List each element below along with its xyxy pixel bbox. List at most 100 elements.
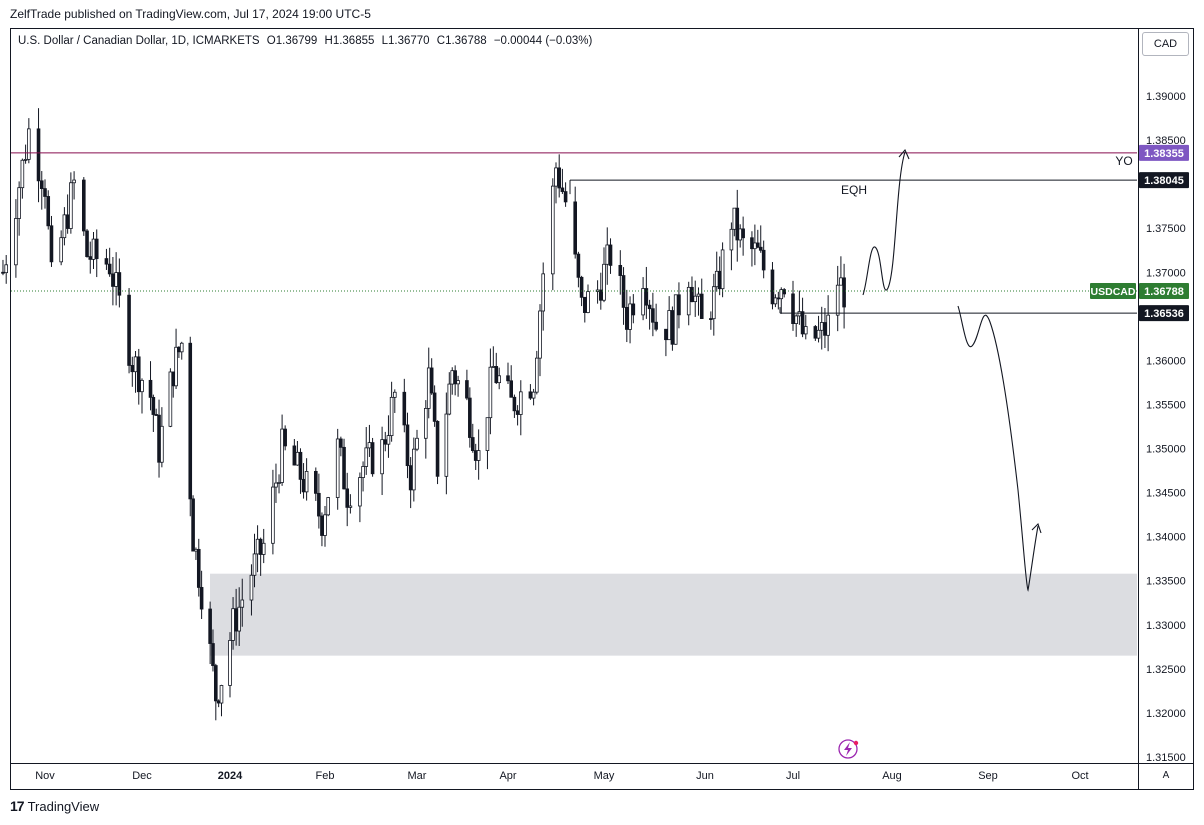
x-tick-label: May xyxy=(594,770,615,782)
candle xyxy=(85,228,89,258)
candle xyxy=(339,436,343,457)
candle xyxy=(43,179,47,209)
annotation-yo: YO xyxy=(1115,154,1132,168)
candle xyxy=(271,469,275,555)
candle xyxy=(415,429,419,452)
candle xyxy=(497,367,501,390)
tradingview-logo[interactable]: 17 TradingView xyxy=(10,798,99,814)
candle xyxy=(317,473,321,529)
candle xyxy=(46,190,51,230)
candle xyxy=(133,350,138,393)
candle xyxy=(693,280,698,317)
candle xyxy=(686,281,691,326)
candle xyxy=(647,299,652,330)
candle xyxy=(335,428,340,510)
x-tick-label: Apr xyxy=(499,770,516,782)
candle xyxy=(160,407,164,468)
lightning-icon[interactable] xyxy=(838,739,859,759)
candle xyxy=(690,276,694,303)
candle xyxy=(258,537,263,576)
candle xyxy=(424,400,428,459)
price-label-support: 1.36536 xyxy=(1139,305,1189,322)
candle xyxy=(732,207,737,237)
candle xyxy=(72,171,76,200)
y-tick-label: 1.35000 xyxy=(1146,444,1186,456)
candle xyxy=(380,426,384,496)
candle xyxy=(295,441,300,466)
candle xyxy=(583,296,587,323)
candle xyxy=(791,280,795,331)
bearish-projection-path[interactable] xyxy=(957,305,1039,592)
candle xyxy=(91,231,96,270)
candle xyxy=(148,361,153,411)
currency-button[interactable]: CAD xyxy=(1142,32,1189,56)
candle xyxy=(670,306,675,351)
auto-scale-button[interactable]: A xyxy=(1162,770,1170,781)
candle xyxy=(573,186,577,259)
candle xyxy=(252,533,257,588)
tradingview-brand: TradingView xyxy=(27,798,100,814)
y-tick-label: 1.31500 xyxy=(1146,752,1186,764)
candle xyxy=(364,426,369,475)
candle xyxy=(432,385,437,427)
candle xyxy=(283,425,287,451)
candle xyxy=(82,177,86,236)
candle xyxy=(554,162,558,204)
candle xyxy=(770,262,775,310)
candle xyxy=(179,341,184,360)
candle xyxy=(826,295,830,352)
bearish-arrowhead xyxy=(1031,522,1042,534)
candle xyxy=(491,346,496,368)
candle xyxy=(476,429,481,480)
candle xyxy=(348,494,353,514)
candle xyxy=(563,182,568,207)
candle xyxy=(773,294,778,308)
candle xyxy=(488,348,493,435)
candle xyxy=(618,250,623,295)
candle xyxy=(114,252,118,306)
y-tick-label: 1.34000 xyxy=(1146,532,1186,544)
candle xyxy=(447,372,452,416)
candle xyxy=(758,225,763,253)
annotation-eqh: EQH xyxy=(841,183,867,197)
bullish-arrowhead xyxy=(898,148,910,160)
candle xyxy=(776,291,781,310)
candle xyxy=(402,378,407,433)
candle xyxy=(345,472,350,527)
candle xyxy=(214,663,218,721)
candle xyxy=(107,247,112,277)
candle xyxy=(531,388,536,406)
candle xyxy=(117,258,122,308)
candle xyxy=(515,405,520,426)
candle xyxy=(157,399,161,478)
candle xyxy=(191,495,195,552)
candle xyxy=(494,352,499,385)
y-tick-label: 1.38500 xyxy=(1146,135,1186,147)
svg-text:1.36536: 1.36536 xyxy=(1144,308,1184,320)
candle xyxy=(712,273,716,336)
demand-zone[interactable] xyxy=(210,573,1137,656)
candle xyxy=(342,438,346,490)
candle xyxy=(69,172,73,234)
x-tick-label: Aug xyxy=(882,770,902,782)
candle xyxy=(835,265,840,332)
y-tick-label: 1.32000 xyxy=(1146,708,1186,720)
tradingview-logo-icon: 17 xyxy=(10,798,25,814)
bullish-projection-path[interactable] xyxy=(862,151,906,296)
candle xyxy=(65,194,70,234)
candle xyxy=(320,512,324,547)
candle xyxy=(538,304,542,377)
candle xyxy=(104,248,109,270)
candle xyxy=(136,348,141,405)
candle xyxy=(301,463,306,499)
candle xyxy=(576,251,581,288)
y-tick-label: 1.36000 xyxy=(1146,355,1186,367)
candle xyxy=(408,457,413,509)
candle xyxy=(456,375,460,397)
candle xyxy=(551,178,555,291)
candle xyxy=(429,358,434,395)
x-tick-label: Sep xyxy=(978,770,998,782)
candle xyxy=(326,496,330,517)
candle xyxy=(389,381,394,442)
